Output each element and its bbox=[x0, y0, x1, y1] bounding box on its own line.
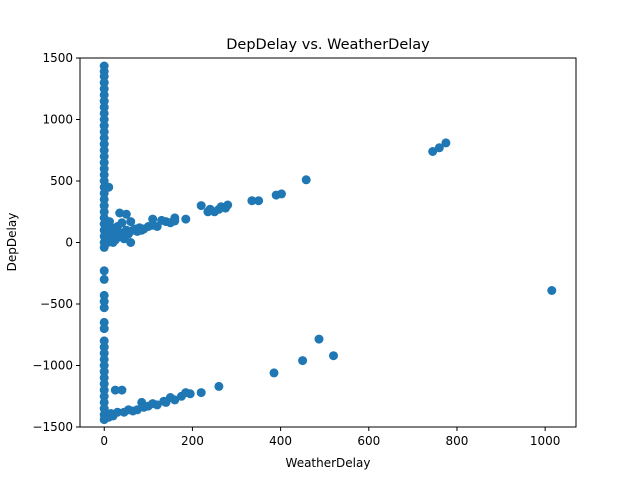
data-point bbox=[196, 201, 206, 211]
data-point bbox=[104, 182, 114, 192]
data-point bbox=[99, 151, 109, 161]
data-point bbox=[99, 303, 109, 313]
data-point bbox=[99, 78, 109, 88]
y-tick-label: 1500 bbox=[42, 51, 73, 65]
data-point bbox=[99, 397, 109, 407]
data-point bbox=[99, 90, 109, 100]
data-point bbox=[117, 218, 127, 228]
data-point bbox=[99, 102, 109, 112]
data-point bbox=[434, 143, 444, 153]
data-point bbox=[269, 368, 279, 378]
y-axis-label: DepDelay bbox=[5, 213, 19, 272]
data-point bbox=[223, 200, 233, 210]
data-point bbox=[99, 385, 109, 395]
y-tick-label: 0 bbox=[65, 236, 73, 250]
data-point bbox=[298, 356, 308, 366]
data-point bbox=[99, 266, 109, 276]
y-tick-label: −1500 bbox=[32, 420, 73, 434]
x-tick-label: 200 bbox=[181, 434, 204, 448]
data-point bbox=[99, 317, 109, 327]
y-tick-label: 500 bbox=[50, 174, 73, 188]
data-point bbox=[99, 194, 109, 204]
data-point bbox=[428, 147, 438, 156]
data-point bbox=[113, 407, 122, 417]
data-point bbox=[110, 385, 120, 395]
data-point bbox=[99, 71, 109, 81]
data-point bbox=[117, 385, 127, 395]
data-point bbox=[277, 189, 286, 199]
y-tick-label: 1000 bbox=[42, 113, 73, 127]
data-point bbox=[301, 175, 311, 185]
x-axis-label: WeatherDelay bbox=[286, 456, 371, 470]
data-point bbox=[214, 381, 224, 391]
data-point bbox=[99, 336, 109, 346]
x-tick-label: 0 bbox=[100, 434, 108, 448]
data-point bbox=[99, 379, 109, 389]
x-tick-label: 800 bbox=[446, 434, 469, 448]
data-point bbox=[148, 214, 158, 224]
y-tick-label: −1000 bbox=[32, 359, 73, 373]
data-point bbox=[99, 170, 109, 180]
data-point bbox=[99, 297, 109, 306]
y-axis: −1500 −1000 −500 0 500 1000 1500 bbox=[32, 51, 80, 434]
chart-title: DepDelay vs. WeatherDelay bbox=[226, 37, 430, 53]
data-point bbox=[247, 196, 257, 206]
x-tick-label: 1000 bbox=[530, 434, 561, 448]
data-point bbox=[99, 133, 109, 143]
data-point bbox=[99, 139, 109, 149]
data-point bbox=[170, 395, 180, 405]
data-point bbox=[314, 334, 324, 344]
data-point bbox=[185, 389, 195, 399]
data-point bbox=[99, 274, 109, 284]
y-tick-label: −500 bbox=[40, 297, 73, 311]
data-point bbox=[99, 121, 109, 131]
data-point bbox=[181, 214, 191, 224]
data-point bbox=[254, 196, 264, 206]
data-point bbox=[329, 351, 338, 361]
data-point bbox=[126, 238, 136, 247]
data-point bbox=[99, 348, 109, 358]
points-layer bbox=[99, 61, 557, 425]
data-point bbox=[152, 400, 162, 410]
data-point bbox=[547, 286, 557, 295]
data-point bbox=[99, 201, 109, 211]
data-point bbox=[126, 217, 136, 227]
data-point bbox=[99, 367, 109, 377]
x-axis: 0 200 400 600 800 1000 bbox=[100, 427, 560, 448]
x-tick-label: 400 bbox=[269, 434, 292, 448]
x-tick-label: 600 bbox=[357, 434, 380, 448]
data-point bbox=[121, 209, 131, 219]
data-point bbox=[441, 138, 451, 148]
data-point bbox=[196, 388, 206, 398]
data-point bbox=[99, 176, 109, 186]
data-point bbox=[170, 216, 180, 226]
data-point bbox=[99, 324, 109, 334]
